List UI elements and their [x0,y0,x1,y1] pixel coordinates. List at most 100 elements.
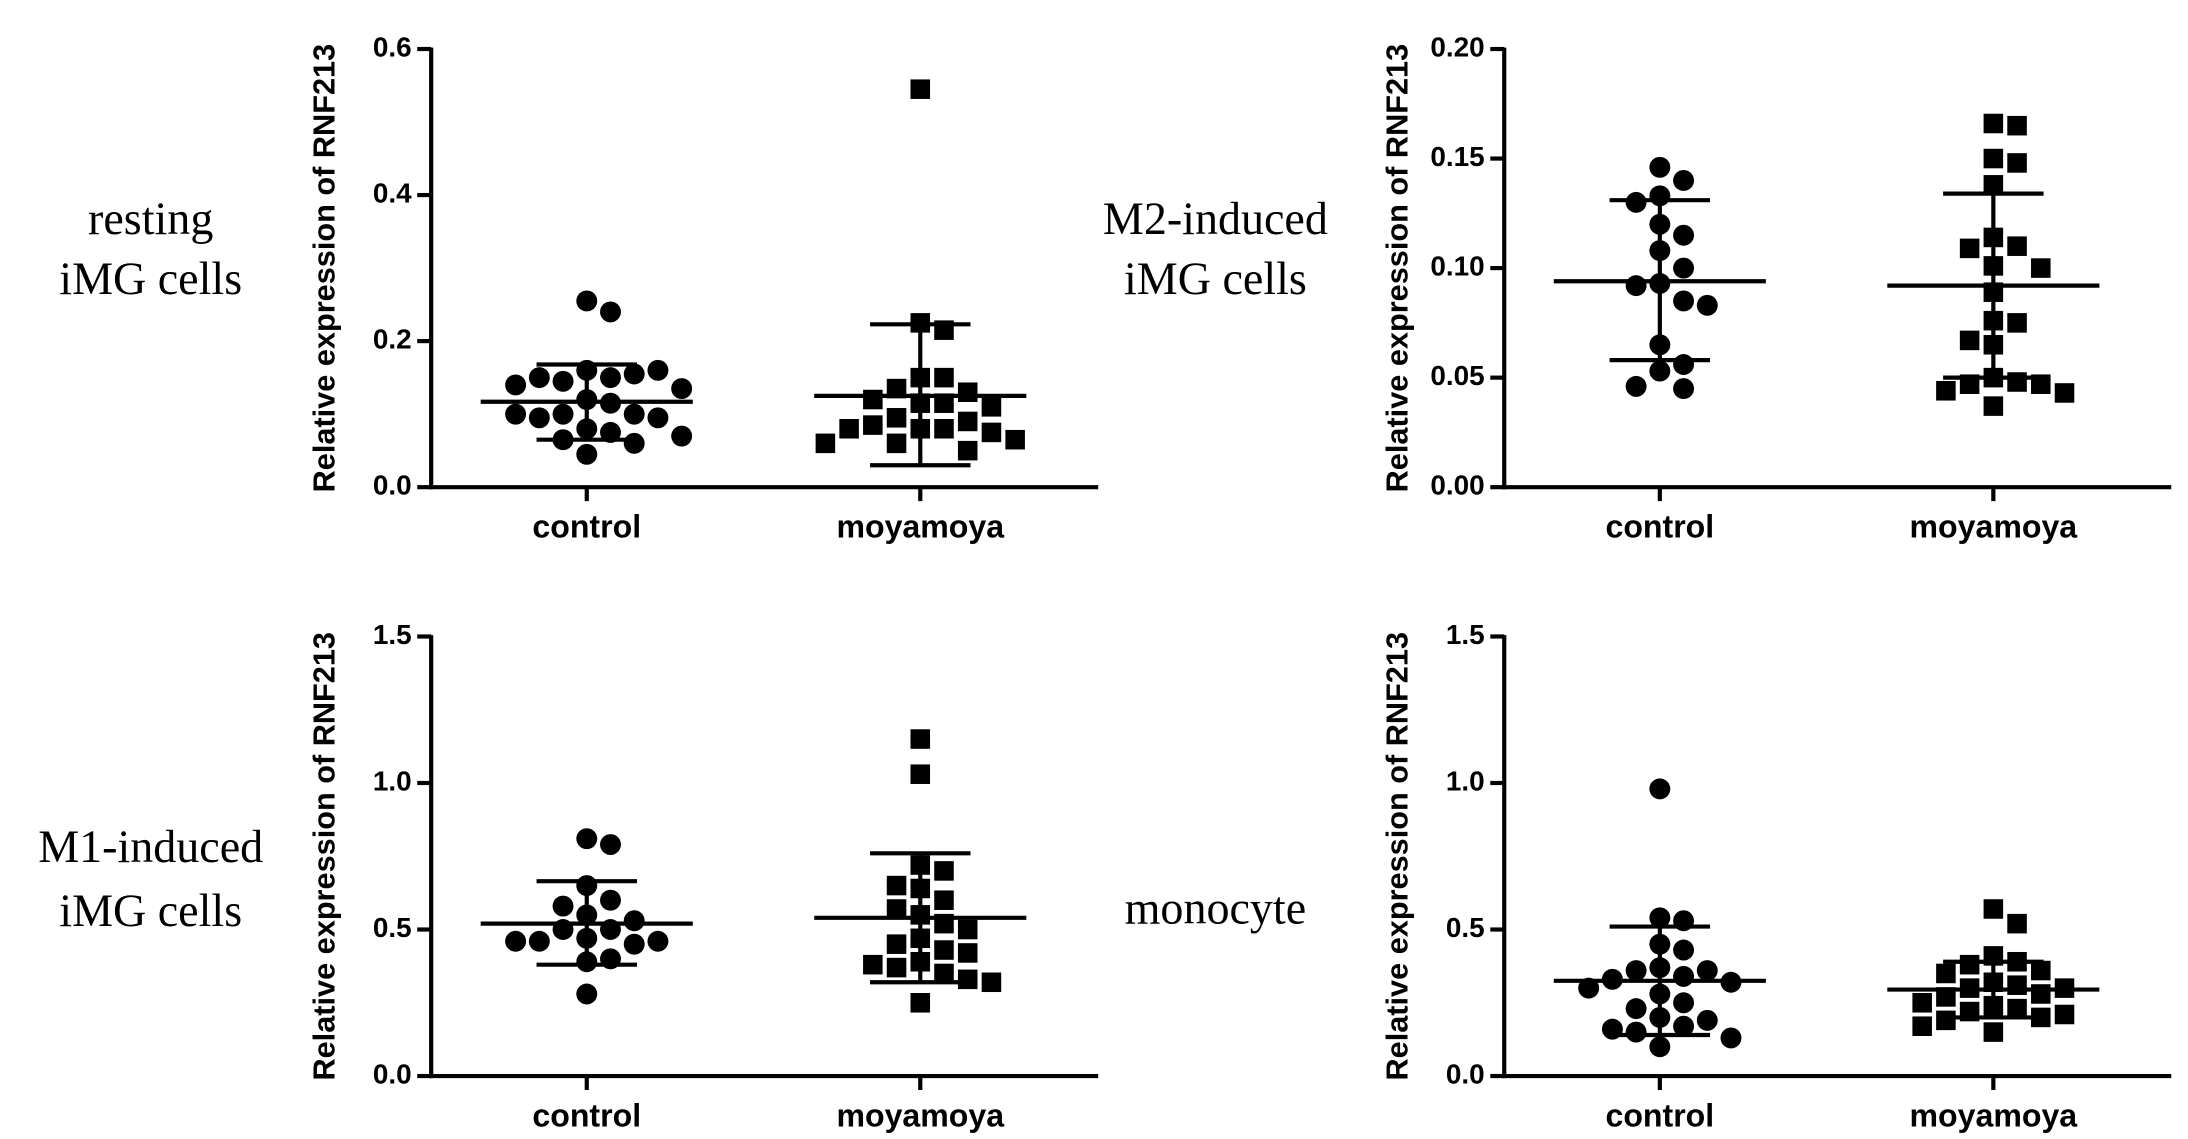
data-point [886,899,907,919]
data-point [886,875,907,896]
data-point [1983,113,2004,134]
data-point [957,411,978,432]
data-point [2031,984,2051,1004]
data-point [576,443,598,465]
data-point [2007,913,2027,934]
data-point [1673,224,1695,246]
data-point [1959,954,1980,975]
data-point [647,359,669,381]
data-point [2007,115,2027,136]
data-point [981,397,1002,417]
data-point [886,934,907,954]
data-point [505,374,527,396]
data-point [1912,1016,1932,1036]
data-point [576,828,598,850]
data-point [1673,992,1695,1014]
x-tick-label: moyamoya [836,509,1005,545]
data-point [552,370,574,392]
data-point [934,367,954,388]
y-tick-label: 0.5 [1446,912,1485,943]
data-point [957,943,978,963]
y-tick-label: 0.15 [1430,141,1484,172]
data-point [1983,396,2004,416]
data-point [863,415,883,435]
y-tick-label: 0.0 [1446,1058,1485,1089]
data-point [623,403,645,425]
y-tick-label: 0.05 [1430,360,1484,391]
y-tick-label: 0.0 [373,1058,412,1089]
data-point [1673,965,1695,987]
y-tick-label: 0.5 [373,912,412,943]
data-point [576,290,598,312]
data-point [839,418,859,439]
data-point [957,969,978,990]
y-tick-label: 0.00 [1430,470,1484,501]
data-point [505,403,527,425]
data-point [1936,963,1956,984]
data-point [1720,1027,1742,1049]
data-point [1936,1010,1956,1031]
data-point [934,418,954,439]
panel-label: iMG cells [59,885,242,936]
data-point [957,382,978,403]
data-point [1696,1009,1718,1031]
data-point [934,861,954,881]
data-point [2007,998,2027,1019]
data-point [2054,1004,2075,1025]
data-point [2007,313,2027,333]
data-point [981,422,1002,443]
data-point [1673,257,1695,279]
data-point [1625,375,1647,397]
data-point [910,79,931,99]
panel-label: M1-induced [38,821,263,872]
data-point [1912,993,1932,1013]
y-tick-label: 0.0 [373,470,412,501]
data-point [1936,381,1956,401]
data-point [623,933,645,955]
data-point [2007,153,2027,173]
y-tick-label: 0.6 [373,31,412,62]
data-point [934,963,954,984]
data-point [1649,360,1671,382]
data-point [1625,275,1647,297]
data-point [910,764,931,784]
data-point [2007,975,2027,995]
data-point [863,389,883,410]
y-axis-label: Relative expression of RNF213 [1380,632,1415,1081]
data-point [671,425,693,447]
data-point [1983,899,2004,919]
panel-label: iMG cells [1124,253,1307,304]
data-point [2007,236,2027,256]
data-point [600,889,621,911]
x-tick-label: moyamoya [1910,509,2079,545]
data-point [600,834,621,856]
y-tick-label: 1.5 [1446,619,1485,650]
y-tick-label: 0.20 [1430,31,1484,62]
y-axis-label: Relative expression of RNF213 [307,44,342,493]
data-point [815,433,836,454]
y-tick-label: 1.5 [373,619,412,650]
y-tick-label: 1.0 [373,765,412,796]
y-tick-label: 0.10 [1430,250,1484,281]
data-point [1625,191,1647,213]
y-tick-label: 0.4 [373,177,412,208]
data-point [600,367,621,389]
y-axis-label: Relative expression of RNF213 [307,632,342,1081]
data-point [528,407,550,429]
data-point [505,930,527,952]
data-point [1983,148,2004,169]
x-tick-label: moyamoya [1910,1097,2079,1133]
data-point [1673,290,1695,312]
data-point [528,367,550,389]
data-point [2054,383,2075,403]
data-point [1673,169,1695,191]
data-point [1625,960,1647,982]
x-tick-label: control [1605,1097,1714,1133]
data-point [528,930,550,952]
y-tick-label: 0.2 [373,323,412,354]
x-tick-label: control [532,1097,641,1133]
data-point [1959,330,1980,351]
data-point [1649,1036,1671,1058]
